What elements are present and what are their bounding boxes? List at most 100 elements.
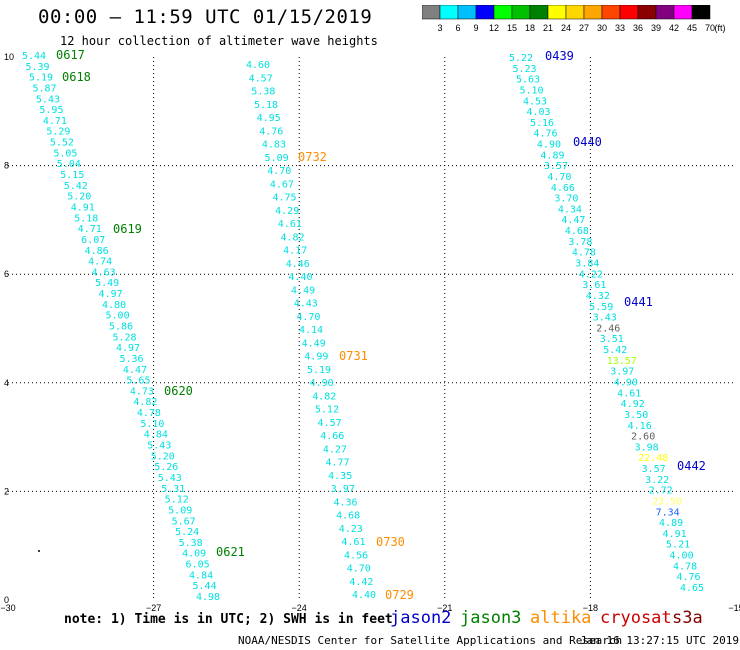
swh-value-label: 4.78 [673,561,697,572]
colorbar-label: 21 [543,23,553,33]
y-tick-label: 4 [4,378,9,388]
swh-value-label: 4.90 [537,140,561,151]
colorbar-label: 18 [525,23,535,33]
swh-value-label: 5.16 [530,118,554,129]
swh-value-label: 5.49 [95,278,119,289]
swh-value-label: 4.89 [659,518,683,529]
swh-value-label: 4.66 [551,183,575,194]
swh-value-label: 4.68 [336,511,360,522]
swh-value-label: 4.67 [270,179,294,190]
swh-value-label: 4.17 [283,246,307,257]
colorbar-unit: (ft) [715,23,726,33]
swh-value-label: 4.49 [302,338,326,349]
swh-value-label: 3.97 [610,367,634,378]
swh-value-label: 4.70 [347,564,371,575]
swh-value-label: 4.40 [288,272,312,283]
swh-value-label: 4.76 [533,129,557,140]
swh-value-label: 4.00 [670,551,694,562]
swh-value-label: 5.63 [516,75,540,86]
swh-value-label: 3.97 [331,484,355,495]
swh-value-label: 4.47 [123,365,147,376]
chart-title: 00:00 – 11:59 UTC 01/15/2019 [38,6,373,28]
pass-time-label: 0621 [216,545,245,559]
colorbar-label: 42 [669,23,679,33]
swh-value-label: 3.57 [642,464,666,475]
swh-value-label: 4.43 [294,299,318,310]
swh-value-label: 3.50 [624,410,648,421]
swh-value-label: 4.95 [257,113,281,124]
swh-value-label: 4.53 [523,96,547,107]
swh-value-label: 4.73 [130,386,154,397]
swh-value-label: 4.61 [278,219,302,230]
swh-value-label: 5.59 [589,302,613,313]
swh-value-label: 3.98 [635,442,659,453]
swh-value-label: 4.42 [349,577,373,588]
swh-value-label: 4.32 [586,291,610,302]
colorbar-label: 15 [507,23,517,33]
swh-value-label: 4.35 [328,471,352,482]
swh-value-label: 4.60 [246,60,270,71]
swh-value-label: 5.31 [161,484,185,495]
swh-value-label: 5.43 [36,94,60,105]
pass-time-label: 0731 [339,349,368,363]
swh-value-label: 5.20 [67,192,91,203]
credit-footer: NOAA/NESDIS Center for Satellite Applica… [238,634,623,647]
swh-value-label: 4.22 [579,269,603,280]
pass-time-label: 0442 [677,459,706,473]
swh-value-label: 5.43 [158,473,182,484]
swh-value-label: 4.84 [144,430,168,441]
swh-value-label: 4.90 [310,378,334,389]
chart-subtitle: 12 hour collection of altimeter wave hei… [60,34,378,48]
x-tick-label: −24 [292,603,307,613]
swh-value-label: 5.38 [251,87,275,98]
swh-value-label: 4.61 [341,537,365,548]
swh-value-label: 4.66 [320,431,344,442]
swh-value-label: 3.78 [568,237,592,248]
colorbar-label: 33 [615,23,625,33]
swh-value-label: 2.46 [596,323,620,334]
swh-value-label: 4.78 [572,248,596,259]
swh-value-label: 5.23 [512,64,536,75]
swh-value-label: 5.09 [265,153,289,164]
swh-value-label: 3.57 [544,161,568,172]
swh-value-label: 4.98 [196,592,220,603]
swh-value-label: 5.44 [22,51,46,62]
pass-time-label: 0732 [298,150,327,164]
swh-value-label: 4.74 [88,257,112,268]
swh-value-label: 13.57 [607,356,637,367]
swh-value-label: 5.12 [315,405,339,416]
swh-value-label: 4.70 [547,172,571,183]
swh-value-label: 5.38 [179,538,203,549]
swh-value-label: 5.29 [46,127,70,138]
colorbar-label: 36 [633,23,643,33]
swh-value-label: 4.71 [43,116,67,127]
swh-value-label: 4.14 [299,325,323,336]
swh-value-label: 3.43 [593,313,617,324]
swh-value-label: 4.40 [352,590,376,601]
pass-time-label: 0440 [573,135,602,149]
swh-value-label: 4.63 [92,267,116,278]
swh-value-label: 4.97 [99,289,123,300]
swh-value-label: 4.16 [628,421,652,432]
swh-value-label: 4.86 [85,246,109,257]
swh-value-label: 7.34 [656,507,680,518]
y-tick-label: 2 [4,486,9,496]
swh-value-label: 4.76 [259,126,283,137]
swh-value-label: 4.57 [249,73,273,84]
swh-value-label: 4.82 [133,397,157,408]
swh-value-label: 4.77 [326,458,350,469]
x-tick-label: −30 [0,603,15,613]
legend-altika: altika [530,608,592,628]
swh-value-label: 4.80 [102,300,126,311]
pass-time-label: 0441 [624,295,653,309]
swh-value-label: 5.04 [57,159,81,170]
x-tick-label: −21 [437,603,452,613]
pass-time-label: 0439 [545,49,574,63]
colorbar-label: 9 [473,23,478,33]
swh-value-label: 5.10 [519,85,543,96]
swh-value-label: 5.12 [165,495,189,506]
colorbar-label: 3 [437,23,442,33]
swh-value-label: 5.18 [74,213,98,224]
swh-value-label: 4.78 [137,408,161,419]
